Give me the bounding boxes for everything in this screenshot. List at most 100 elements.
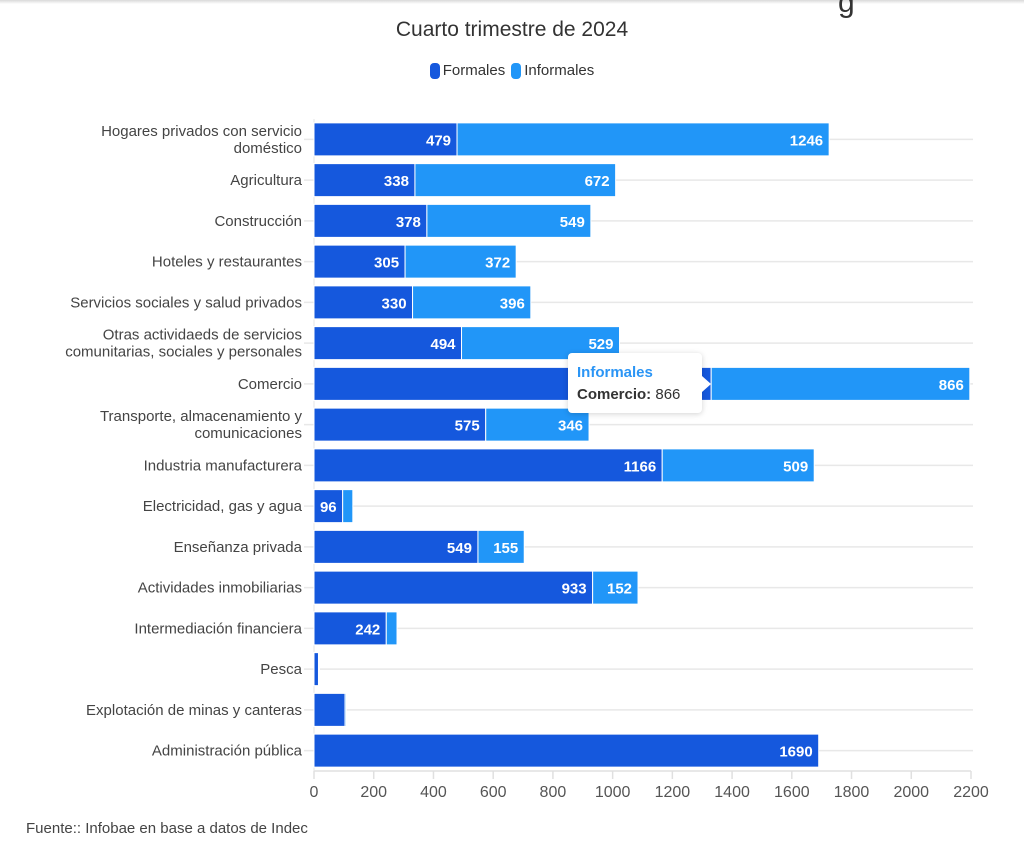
top-shadow [0,0,1024,4]
bar-informales [414,163,617,198]
category-label: Hogares privados con servicio [101,123,302,140]
data-label: 529 [588,336,613,353]
category-label: Electricidad, gas y agua [143,498,303,515]
data-label: 866 [939,377,964,394]
data-label: 575 [455,418,480,435]
tooltip-series: Informales [577,364,653,381]
category-label: Actividades inmobiliarias [138,580,302,597]
category-label: Explotación de minas y canteras [86,702,302,719]
data-label: 152 [607,581,632,598]
bar-formales [313,733,820,768]
tooltip-value: 866 [655,386,681,403]
category-label: Intermediación financiera [134,620,302,637]
chart-title-fragment: g [838,0,855,19]
bar-formales [313,489,344,524]
bar-informales [485,407,590,442]
source-footer: Fuente:: Infobae en base a datos de Inde… [26,820,308,837]
bar-formales [313,244,406,279]
bar-informales [426,203,592,238]
legend-swatch-informales [511,62,522,79]
x-tick-label: 2200 [953,784,989,801]
x-tick-label: 1600 [774,784,810,801]
data-label: 346 [558,418,583,435]
data-label: 509 [783,458,808,475]
legend-label-informales: Informales [524,62,595,79]
x-tick-label: 1200 [655,784,691,801]
category-label: comunicaciones [194,425,302,442]
bar-informales [342,489,354,524]
x-tick-label: 1800 [834,784,870,801]
data-label: 1166 [624,458,657,475]
x-tick-label: 400 [420,784,447,801]
legend-item-formales[interactable]: Formales [429,62,506,79]
tooltip: Informales Comercio: 866 [568,353,702,413]
data-label: 396 [500,295,525,312]
data-label: 330 [382,295,407,312]
x-tick-label: 200 [360,784,387,801]
bar-formales [313,407,487,442]
category-label: Hoteles y restaurantes [152,254,302,271]
bar-informales [385,611,398,646]
data-label: 305 [374,255,399,272]
x-tick-label: 1000 [595,784,631,801]
x-tick-label: 1400 [714,784,750,801]
tooltip-line: Comercio: 866 [577,386,680,403]
category-label: Construcción [214,213,302,230]
data-label: 338 [384,173,409,190]
bar-formales [313,529,479,564]
chart-legend: Formales Informales [0,62,1024,79]
data-label: 372 [485,255,510,272]
category-label: Industria manufacturera [144,457,303,474]
category-label: Servicios sociales y salud privados [70,294,302,311]
legend-label-formales: Formales [442,62,506,79]
tooltip-arrow [702,376,711,392]
category-label: Transporte, almacenamiento y [100,408,303,425]
category-label: comunitarias, sociales y personales [65,344,302,361]
category-label: Pesca [260,661,302,678]
category-label: Comercio [238,376,302,393]
x-tick-label: 2000 [893,784,929,801]
category-label: Administración pública [152,743,303,760]
legend-swatch-formales [429,62,440,79]
bar-formales [313,448,663,483]
data-label: 549 [560,214,585,231]
data-label: 672 [585,173,610,190]
data-label: 155 [493,540,518,557]
bar-formales [313,326,463,361]
bar-informales [477,529,525,564]
data-label: 378 [396,214,421,231]
bar-informales [317,652,320,687]
x-tick-label: 0 [310,784,319,801]
bar-informales [592,570,639,605]
bar-informales [404,244,517,279]
tooltip-category: Comercio: [577,386,652,403]
data-label: 479 [426,132,451,149]
bar-formales [313,570,594,605]
bar-formales [313,122,458,157]
bar-formales [313,652,319,687]
data-label: 242 [355,621,380,638]
data-label: 1690 [779,744,812,761]
data-label: 549 [447,540,472,557]
data-label: 494 [430,336,456,353]
data-label: 96 [320,499,337,516]
bar-formales [313,163,416,198]
bar-informales [412,285,532,320]
category-label: Agricultura [230,172,302,189]
legend-item-informales[interactable]: Informales [511,62,594,79]
x-tick-label: 800 [540,784,567,801]
bar-formales [313,203,428,238]
category-label: Enseñanza privada [174,539,303,556]
x-tick-label: 600 [480,784,507,801]
bar-formales [313,692,346,727]
bar-informales [661,448,815,483]
category-label: Otras actividaeds de servicios [103,327,302,344]
bar-informales [344,692,347,727]
chart-subtitle: Cuarto trimestre de 2024 [395,18,629,41]
data-label: 933 [562,581,587,598]
bar-informales [456,122,830,157]
bar-informales [710,366,971,401]
data-label: 1246 [790,132,823,149]
bar-formales [313,285,414,320]
